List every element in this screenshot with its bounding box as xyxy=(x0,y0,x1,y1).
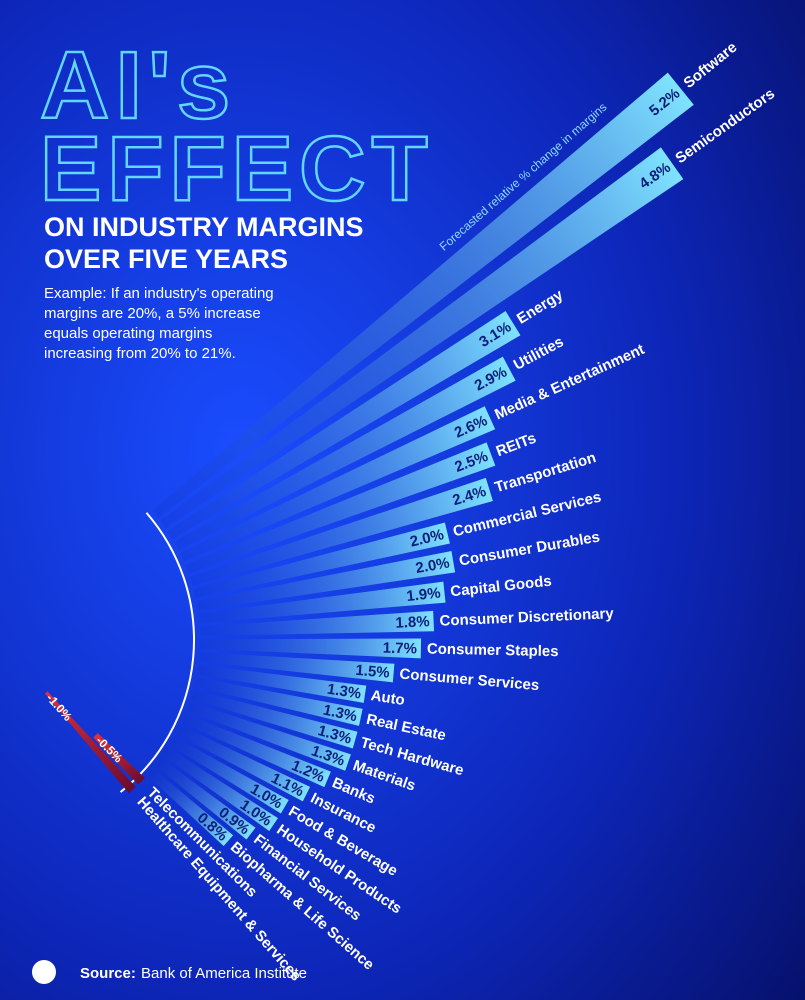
bar xyxy=(160,147,684,529)
bar xyxy=(199,638,422,659)
value-label: 1.3% xyxy=(326,681,362,703)
bar xyxy=(187,701,351,771)
note-line: equals operating margins xyxy=(44,325,212,342)
title-line1: AI's xyxy=(40,32,236,139)
value-label: 1.9% xyxy=(406,585,442,606)
bar xyxy=(180,406,496,562)
bar xyxy=(147,768,234,847)
note-line: Example: If an industry's operating xyxy=(44,285,274,302)
bar xyxy=(196,551,456,611)
bar-group: 1.7% Consumer Staples xyxy=(199,638,559,661)
bar xyxy=(93,733,145,785)
inner-arc xyxy=(119,512,195,793)
bar xyxy=(193,522,450,599)
bar xyxy=(189,477,493,586)
bar xyxy=(152,72,694,518)
bar xyxy=(182,713,331,788)
bar xyxy=(176,725,311,802)
source-text: Bank of America Institute xyxy=(141,965,307,982)
bar xyxy=(191,689,358,749)
bar xyxy=(174,356,516,551)
bar xyxy=(198,652,395,683)
note-line: margins are 20%, a 5% increase xyxy=(44,305,261,322)
note-line: increasing from 20% to 21%. xyxy=(44,345,236,362)
logo xyxy=(32,960,56,984)
bar xyxy=(167,311,521,539)
bar-group: 1.3% Auto xyxy=(197,664,406,709)
bar xyxy=(155,758,256,840)
value-label: 2.0% xyxy=(414,554,451,577)
category-label: Auto xyxy=(370,687,406,709)
bar xyxy=(163,747,278,831)
bar xyxy=(170,736,289,814)
bar xyxy=(197,664,367,703)
bar xyxy=(198,581,446,624)
bar xyxy=(45,691,136,794)
title-line2: EFFECT xyxy=(40,118,434,220)
bar xyxy=(185,442,496,574)
source-label: Source: xyxy=(80,965,136,982)
value-label: 1.3% xyxy=(322,701,359,725)
subtitle-line2: OVER FIVE YEARS xyxy=(44,244,288,274)
category-label: Consumer Staples xyxy=(427,641,559,661)
value-label: 1.7% xyxy=(383,640,418,658)
bar xyxy=(194,677,363,726)
value-label: 1.5% xyxy=(355,662,391,682)
subtitle-line1: ON INDUSTRY MARGINS xyxy=(44,212,364,242)
source: Source: Bank of America Institute xyxy=(32,960,307,984)
bar xyxy=(199,610,435,636)
value-label: 1.8% xyxy=(395,613,430,631)
